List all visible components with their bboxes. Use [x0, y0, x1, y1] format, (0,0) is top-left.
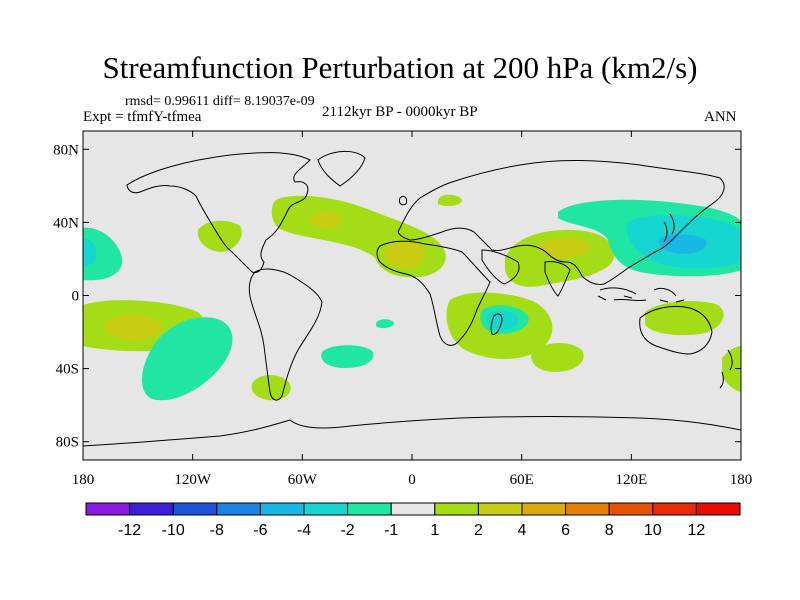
south-america-coast: [248, 268, 323, 401]
maritime-continent-coast: [599, 287, 677, 302]
colorbar-tick-label: 1: [430, 522, 439, 539]
japan-coast: [663, 213, 675, 243]
patagonia-positive: [251, 375, 291, 401]
colorbar-tick-label: 12: [688, 522, 706, 539]
europe-asia-coast: [397, 159, 725, 285]
south-indian-ocean-positive: [531, 343, 584, 372]
colorbar-tick-label: 6: [561, 522, 570, 539]
lon-label: 120E: [615, 472, 647, 488]
colorbar-tick-label: 10: [644, 522, 662, 539]
colorbar-tick-label: -8: [210, 522, 224, 539]
colorbar: [85, 502, 741, 516]
colorbar-swatch: [303, 502, 349, 516]
sahara-core: [384, 241, 425, 269]
plot-title: Streamfunction Perturbation at 200 hPa (…: [102, 50, 698, 85]
lat-label: 0: [72, 289, 80, 305]
coastlines: [83, 151, 741, 447]
tropical-atlantic-small-negative: [376, 319, 394, 329]
colorbar-labels: -12 -10 -8 -6 -4 -2 -1 1 2 4 6 8 10 12: [118, 522, 705, 539]
map-background: [83, 131, 741, 460]
sw-pacific-positive: [722, 346, 741, 392]
colorbar-tick-label: 4: [518, 522, 527, 539]
colorbar-swatch: [172, 502, 218, 516]
field-layer-2: [104, 212, 591, 340]
latitude-labels: 80N 40N 0 40S 80S: [53, 142, 79, 450]
colorbar-swatch: [608, 502, 654, 516]
colorbar-tick-label: -1: [384, 522, 398, 539]
colorbar-tick-label: -4: [297, 522, 311, 539]
arabia-coast: [481, 249, 520, 285]
madagascar-coast: [490, 313, 503, 335]
north-america-coast: [126, 152, 311, 273]
lon-label: 120W: [174, 472, 212, 488]
antarctica-coast: [83, 416, 741, 447]
colorbar-swatch: [129, 502, 174, 516]
north-atlantic-small-positive: [438, 194, 462, 207]
lon-label: 180: [72, 472, 95, 488]
india-core: [539, 238, 591, 258]
colorbar-tick-label: -10: [162, 522, 185, 539]
se-pacific-negative: [141, 317, 233, 401]
lat-label: 80N: [53, 142, 79, 158]
colorbar-tick-label: -6: [253, 522, 267, 539]
colorbar-tick-label: 8: [605, 522, 614, 539]
lat-label: 80S: [56, 435, 79, 451]
africa-coast: [376, 240, 491, 346]
map-ticks: [82, 131, 742, 460]
australia-positive: [645, 300, 724, 336]
india-coast: [544, 261, 571, 297]
indonesia-islands: [597, 295, 685, 303]
experiment-label: Expt = tfmfY-tfmea: [83, 109, 202, 125]
longitude-labels: 180 120W 60W 0 60E 120E 180: [72, 472, 753, 488]
field-layer-neg4: [659, 234, 707, 254]
japan-core: [659, 234, 707, 254]
australia-coast: [639, 305, 713, 355]
new-zealand-coast: [719, 349, 733, 389]
stats-label: rmsd= 0.99611 diff= 8.19037e-09: [125, 94, 315, 109]
colorbar-swatch: [259, 502, 305, 516]
colorbar-swatch: [565, 502, 610, 516]
colorbar-swatch: [390, 502, 436, 516]
colorbar-swatch: [695, 502, 741, 516]
central-pacific-core: [83, 238, 97, 266]
south-atlantic-negative: [321, 345, 374, 368]
greenland-coast: [317, 151, 366, 187]
n-atlantic-core: [309, 212, 343, 229]
colorbar-tick-label: -2: [340, 522, 354, 539]
colorbar-swatch: [477, 502, 523, 516]
lat-label: 40S: [56, 362, 79, 378]
lat-label: 40N: [53, 215, 79, 231]
lon-label: 60E: [510, 472, 534, 488]
colorbar-swatch: [652, 502, 697, 516]
lon-label: 180: [730, 472, 753, 488]
lon-label: 60W: [288, 472, 318, 488]
season-label: ANN: [704, 109, 737, 125]
colorbar-tick-label: -12: [118, 522, 141, 539]
colorbar-swatch: [85, 502, 131, 516]
uk-coast: [399, 195, 407, 206]
colorbar-swatch: [347, 502, 392, 516]
colorbar-swatch: [521, 502, 567, 516]
south-pacific-core: [104, 314, 162, 340]
colorbar-swatch: [216, 502, 261, 516]
lon-label: 0: [408, 472, 416, 488]
period-label: 2112kyr BP - 0000kyr BP: [322, 104, 478, 120]
colorbar-tick-label: 2: [474, 522, 483, 539]
colorbar-swatch: [434, 502, 479, 516]
